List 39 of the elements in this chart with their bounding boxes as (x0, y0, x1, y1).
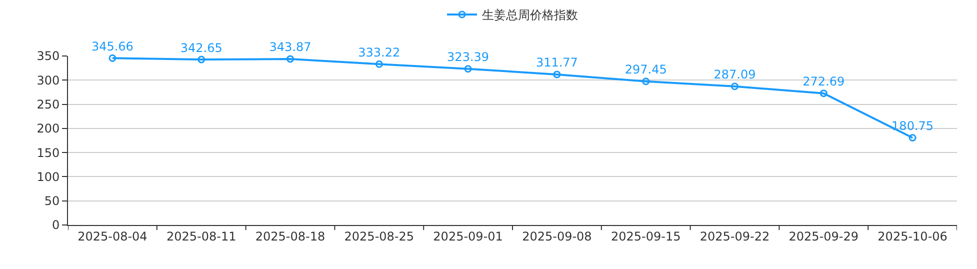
x-tick-label: 2025-08-18 (255, 229, 326, 244)
x-tick-label: 2025-09-15 (610, 229, 681, 244)
point (464, 65, 472, 73)
point (642, 78, 650, 86)
x-tick-label: 2025-09-08 (522, 229, 592, 244)
y-tick-label: 250 (36, 97, 60, 112)
y-tick-label: 350 (36, 49, 60, 64)
data-label: 311.77 (536, 56, 578, 70)
x-tick-label: 2025-08-11 (166, 229, 236, 244)
point (198, 56, 206, 64)
data-label: 180.75 (892, 118, 934, 133)
data-label: 345.66 (91, 39, 134, 54)
y-tick-label: 50 (44, 194, 60, 208)
y-tick-label: 100 (36, 170, 60, 184)
x-tick-label: 2025-08-04 (78, 229, 148, 244)
y-tick-label: 0 (52, 218, 60, 232)
point (553, 70, 561, 78)
point (820, 90, 828, 98)
x-tick-label: 2025-09-29 (788, 229, 859, 244)
data-label: 287.09 (714, 68, 756, 82)
data-label: 297.45 (624, 62, 667, 77)
data-label: 342.65 (180, 40, 222, 55)
x-tick-label: 2025-09-01 (433, 229, 503, 244)
data-label: 323.39 (447, 50, 490, 64)
data-label: 333.22 (358, 45, 400, 60)
y-tick-label: 200 (36, 122, 60, 136)
y-tick-label: 150 (36, 146, 60, 160)
point (375, 60, 383, 68)
y-tick-label: 300 (36, 73, 60, 88)
point (108, 54, 116, 62)
legend-label: 生姜总周价格指数 (482, 8, 578, 22)
x-tick-label: 2025-09-22 (700, 229, 770, 244)
x-tick-label: 2025-08-25 (344, 229, 414, 244)
point (286, 55, 294, 63)
point (731, 82, 738, 90)
x-tick-label: 2025-10-06 (878, 229, 948, 244)
point (908, 134, 916, 142)
data-label: 272.69 (802, 74, 845, 89)
data-label: 343.87 (269, 40, 312, 54)
